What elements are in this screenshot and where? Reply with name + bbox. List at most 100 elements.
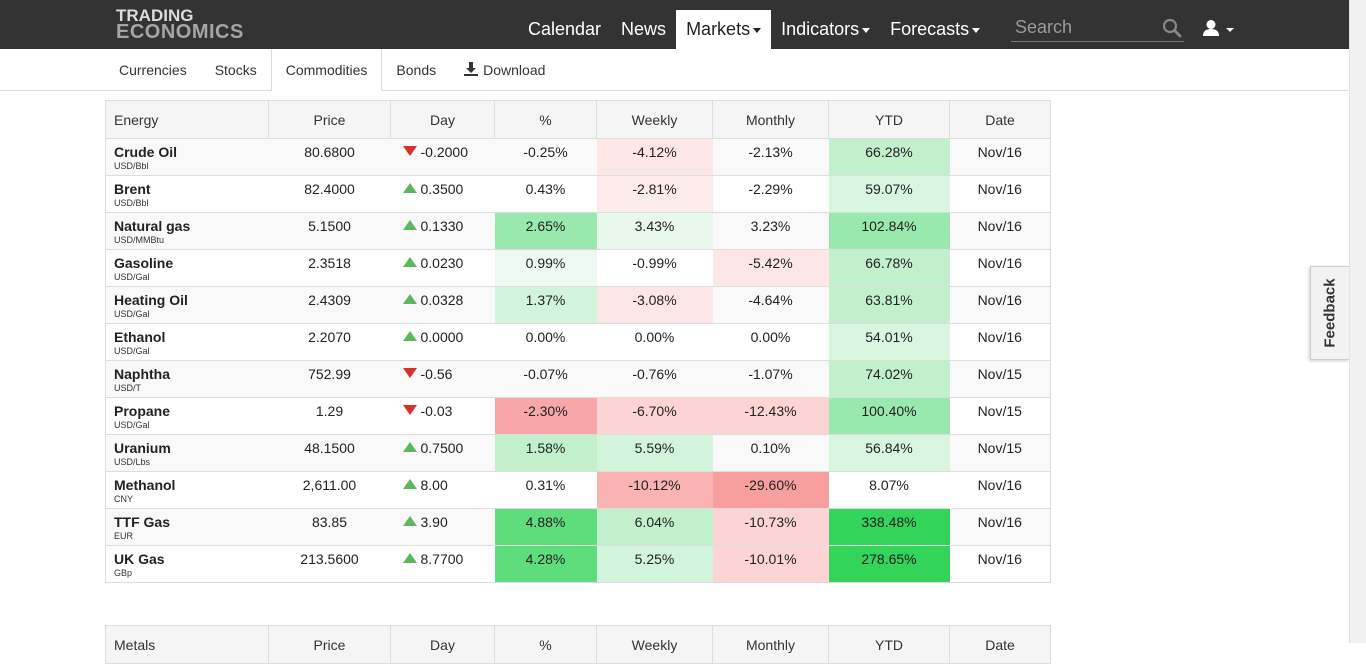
feedback-button[interactable]: Feedback (1310, 266, 1349, 360)
down-arrow-icon (402, 405, 417, 415)
commodity-name[interactable]: UK Gas (114, 551, 165, 567)
monthly-value: -1.07% (748, 366, 793, 382)
commodity-unit: CNY (114, 494, 134, 504)
tab-stocks[interactable]: Stocks (201, 49, 271, 91)
weekly-value: -3.08% (632, 292, 677, 308)
weekly-cell: -4.12% (596, 138, 713, 176)
commodity-cell[interactable]: Gasoline USD/Gal (105, 249, 269, 287)
day-change-cell: -0.03 (390, 397, 495, 435)
commodity-name[interactable]: TTF Gas (114, 514, 171, 530)
header-monthly[interactable]: Monthly (712, 100, 829, 139)
nav-calendar[interactable]: Calendar (518, 10, 611, 49)
commodity-cell[interactable]: TTF Gas EUR (105, 508, 269, 546)
weekly-cell: 5.25% (596, 545, 713, 583)
commodity-name[interactable]: Uranium (114, 440, 171, 456)
commodity-cell[interactable]: Methanol CNY (105, 471, 269, 509)
commodity-unit: USD/T (114, 383, 141, 393)
header-price[interactable]: Price (268, 100, 391, 139)
search-icon[interactable] (1162, 18, 1182, 38)
date-value: Nov/15 (977, 403, 1022, 419)
commodity-cell[interactable]: Uranium USD/Lbs (105, 434, 269, 472)
weekly-value: 0.00% (634, 329, 675, 345)
table-row[interactable]: Natural gas USD/MMBtu 5.1500 0.1330 2.65% 3.4… (105, 212, 1051, 250)
header-monthly[interactable]: Monthly (712, 625, 829, 664)
header-weekly[interactable]: Weekly (596, 100, 713, 139)
commodity-name[interactable]: Brent (114, 181, 151, 197)
nav-indicators[interactable]: Indicators (771, 10, 880, 49)
header-date[interactable]: Date (949, 625, 1051, 664)
tab-currencies[interactable]: Currencies (105, 49, 201, 91)
commodity-name[interactable]: Propane (114, 403, 171, 419)
monthly-value: -10.01% (744, 551, 797, 567)
table-row[interactable]: Naphtha USD/T 752.99 -0.56 -0.07% -0.76% -1.07… (105, 360, 1051, 398)
percent-value: 0.00% (525, 329, 566, 345)
commodity-name[interactable]: Naphtha (114, 366, 170, 382)
date-cell: Nov/16 (949, 323, 1051, 361)
table-row[interactable]: Ethanol USD/Gal 2.2070 0.0000 0.00% 0.00% 0.00… (105, 323, 1051, 361)
nav-forecasts[interactable]: Forecasts (880, 10, 990, 49)
price-cell: 2.2070 (268, 323, 391, 361)
commodity-unit: USD/Gal (114, 346, 150, 356)
price-value: 2,611.00 (302, 477, 357, 493)
table-row[interactable]: Brent USD/Bbl 82.4000 0.3500 0.43% -2.81% -2.2… (105, 175, 1051, 213)
monthly-value: -12.43% (744, 403, 797, 419)
user-menu[interactable] (1202, 19, 1236, 39)
commodity-name[interactable]: Methanol (114, 477, 176, 493)
down-arrow-icon (402, 146, 417, 156)
commodity-cell[interactable]: Propane USD/Gal (105, 397, 269, 435)
commodity-cell[interactable]: Naphtha USD/T (105, 360, 269, 398)
header-percent[interactable]: % (494, 625, 597, 664)
day-change-cell: 0.0328 (390, 286, 495, 324)
commodity-name[interactable]: Natural gas (114, 218, 191, 234)
logo[interactable]: TRADING ECONOMICS (116, 7, 246, 42)
table-row[interactable]: Propane USD/Gal 1.29 -0.03 -2.30% -6.70% -12.4… (105, 397, 1051, 435)
date-cell: Nov/15 (949, 434, 1051, 472)
monthly-value: -4.64% (748, 292, 793, 308)
day-change-value: 3.90 (420, 514, 448, 530)
weekly-cell: 3.43% (596, 212, 713, 250)
header-date[interactable]: Date (949, 100, 1051, 139)
commodity-cell[interactable]: Heating Oil USD/Gal (105, 286, 269, 324)
tab-bonds[interactable]: Bonds (382, 49, 450, 91)
commodity-cell[interactable]: Natural gas USD/MMBtu (105, 212, 269, 250)
table-row[interactable]: Methanol CNY 2,611.00 8.00 0.31% -10.12% -29.6… (105, 471, 1051, 509)
header-energy[interactable]: Energy (105, 100, 269, 139)
table-row[interactable]: Uranium USD/Lbs 48.1500 0.7500 1.58% 5.59% 0.1… (105, 434, 1051, 472)
commodity-name[interactable]: Gasoline (114, 255, 174, 271)
page-scrollbar[interactable] (1349, 0, 1366, 643)
commodity-cell[interactable]: UK Gas GBp (105, 545, 269, 583)
price-value: 2.3518 (308, 255, 351, 271)
commodity-name[interactable]: Crude Oil (114, 144, 178, 160)
nav-markets[interactable]: Markets (676, 10, 772, 49)
nav-indicators-label: Indicators (781, 19, 860, 39)
header-ytd[interactable]: YTD (828, 625, 950, 664)
up-arrow-icon (402, 183, 417, 193)
table-row[interactable]: UK Gas GBp 213.5600 8.7700 4.28% 5.25% -10.01%… (105, 545, 1051, 583)
day-change-value: 0.0000 (420, 329, 464, 345)
commodity-name[interactable]: Ethanol (114, 329, 166, 345)
commodity-cell[interactable]: Crude Oil USD/Bbl (105, 138, 269, 176)
down-arrow-icon (402, 368, 417, 378)
header-metals[interactable]: Metals (105, 625, 269, 664)
tab-commodities[interactable]: Commodities (270, 49, 383, 91)
header-ytd[interactable]: YTD (828, 100, 950, 139)
download-button[interactable]: Download (450, 49, 559, 91)
table-row[interactable]: Heating Oil USD/Gal 2.4309 0.0328 1.37% -3.08… (105, 286, 1051, 324)
commodity-name[interactable]: Heating Oil (114, 292, 188, 308)
header-day[interactable]: Day (390, 100, 495, 139)
commodity-cell[interactable]: Ethanol USD/Gal (105, 323, 269, 361)
search-input[interactable] (1011, 14, 1164, 41)
header-price[interactable]: Price (268, 625, 391, 664)
header-percent[interactable]: % (494, 100, 597, 139)
ytd-cell: 8.07% (828, 471, 950, 509)
table-row[interactable]: Gasoline USD/Gal 2.3518 0.0230 0.99% -0.99% -5… (105, 249, 1051, 287)
ytd-cell: 100.40% (828, 397, 950, 435)
nav-news[interactable]: News (611, 10, 676, 49)
commodity-unit: USD/Gal (114, 309, 150, 319)
commodity-cell[interactable]: Brent USD/Bbl (105, 175, 269, 213)
header-day[interactable]: Day (390, 625, 495, 664)
table-row[interactable]: Crude Oil USD/Bbl 80.6800 -0.2000 -0.25% -4.1… (105, 138, 1051, 176)
price-cell: 5.1500 (268, 212, 391, 250)
header-weekly[interactable]: Weekly (596, 625, 713, 664)
table-row[interactable]: TTF Gas EUR 83.85 3.90 4.88% 6.04% -10.73% 338.… (105, 508, 1051, 546)
